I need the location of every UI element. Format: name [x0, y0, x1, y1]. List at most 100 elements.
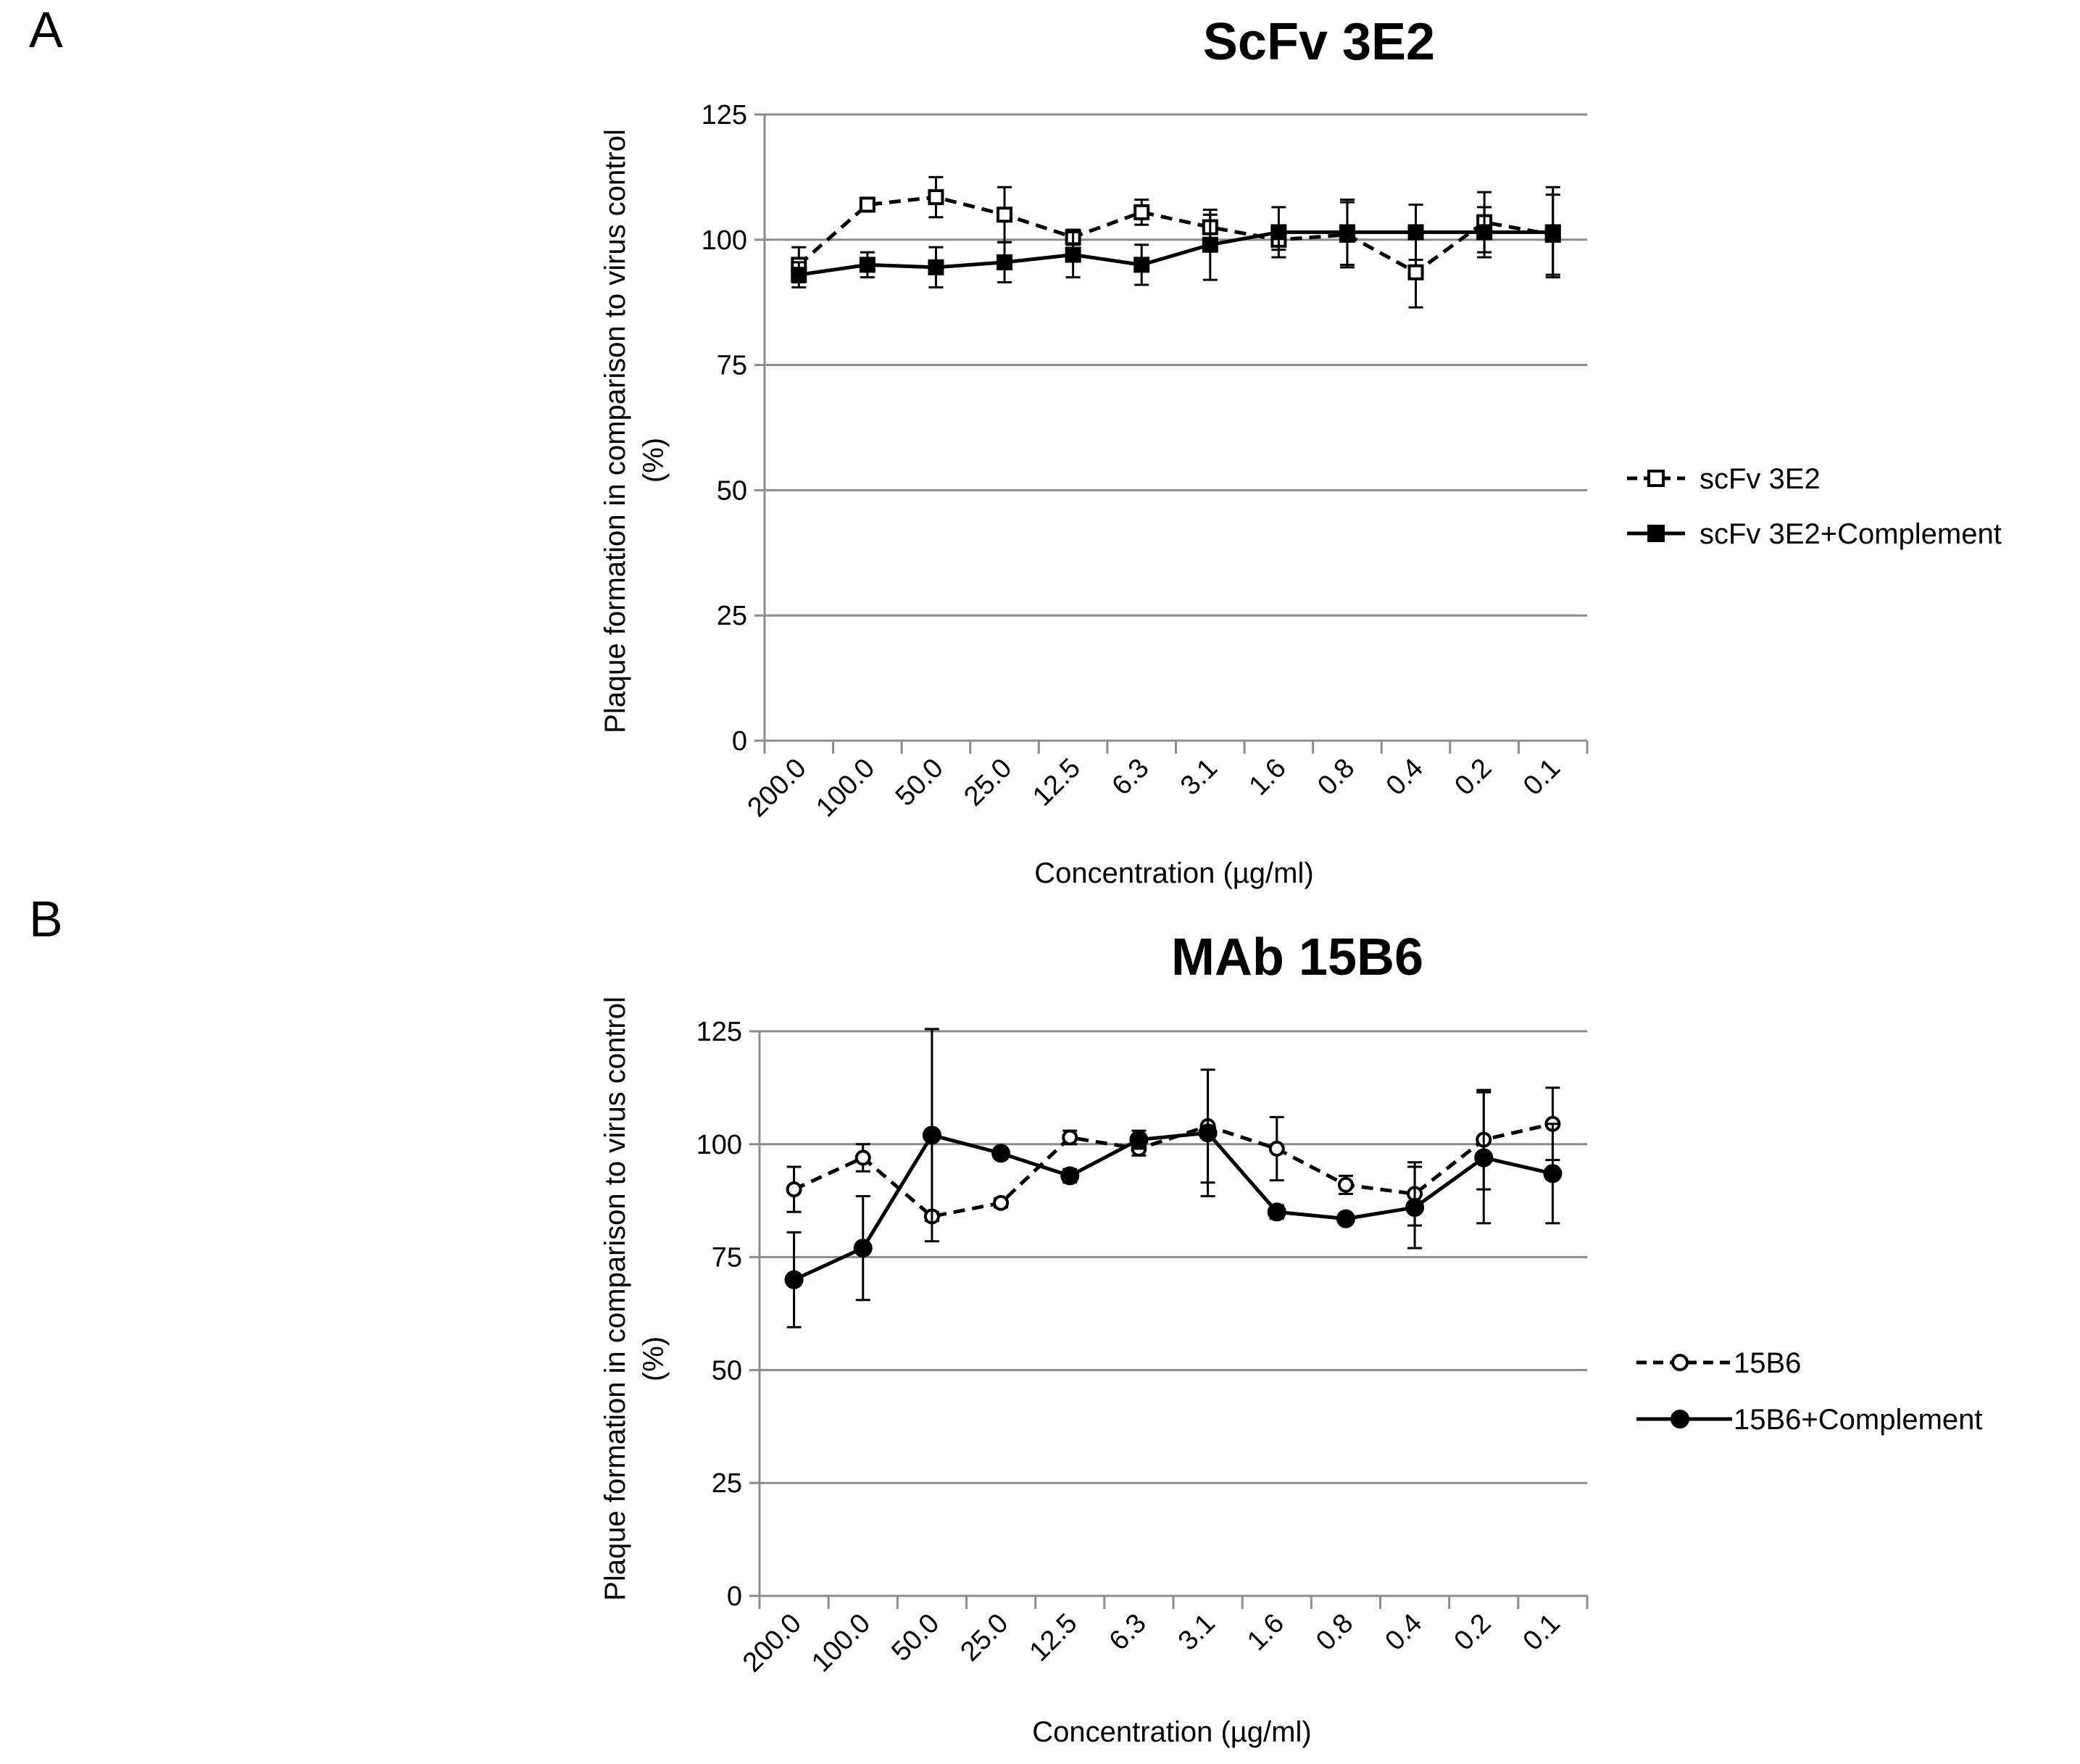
x-tick-label-b-3: 25.0: [954, 1608, 1014, 1668]
x-tick-label-a-0: 200.0: [742, 753, 812, 823]
data-point-a-0-1: [859, 196, 875, 213]
series-line-b-1: [793, 1131, 1553, 1282]
y-tick-label-a-75: 75: [717, 351, 747, 381]
data-point-b-1-2: [922, 1126, 941, 1145]
legend-marker-scfv-3e2: [1647, 470, 1665, 487]
x-tick-label-b-2: 50.0: [886, 1608, 945, 1668]
x-tick-label-b-8: 0.8: [1310, 1608, 1359, 1657]
data-point-b-1-3: [991, 1144, 1011, 1163]
x-tick-label-b-11: 0.1: [1518, 1608, 1566, 1657]
x-tick-label-b-10: 0.2: [1449, 1608, 1497, 1657]
x-tick-label-a-6: 3.1: [1175, 753, 1223, 802]
x-tick-label-a-3: 25.0: [958, 753, 1018, 812]
legend-label-15b6: 15B6: [1734, 1347, 1801, 1379]
legend-b: 15B6 15B6+Complement: [1636, 1347, 1983, 1436]
x-tick-label-a-5: 6.3: [1107, 753, 1155, 802]
x-tick-label-a-8: 0.8: [1312, 753, 1360, 802]
y-tick-label-b-0: 0: [727, 1581, 742, 1612]
x-tick-label-a-11: 0.1: [1518, 753, 1566, 802]
data-point-b-1-1: [853, 1239, 873, 1258]
x-tick-label-b-7: 1.6: [1241, 1608, 1290, 1657]
x-tick-label-a-10: 0.2: [1449, 753, 1497, 802]
legend-marker-15b6-complement: [1671, 1410, 1689, 1428]
legend-label-scfv-3e2: scFv 3E2: [1700, 463, 1821, 495]
x-tick-label-b-9: 0.4: [1379, 1608, 1428, 1657]
y-tick-label-a-100: 100: [702, 225, 747, 256]
chart-title-b: MAb 15B6: [1171, 928, 1423, 986]
data-point-a-0-5: [1133, 204, 1150, 220]
y-tick-label-a-25: 25: [717, 601, 747, 631]
data-point-b-1-0: [784, 1270, 804, 1289]
x-tick-label-b-4: 12.5: [1024, 1608, 1083, 1668]
y-tick-label-b-50: 50: [712, 1355, 742, 1386]
data-point-b-1-7: [1267, 1202, 1286, 1222]
legend-label-15b6-complement: 15B6+Complement: [1734, 1404, 1983, 1436]
y-tick-label-a-50: 50: [717, 475, 747, 506]
chart-title-a: ScFv 3E2: [1203, 13, 1435, 71]
data-point-b-1-5: [1129, 1130, 1149, 1149]
x-tick-label-a-1: 100.0: [810, 753, 881, 823]
data-point-b-0-3: [993, 1194, 1010, 1211]
y-tick-label-a-125: 125: [702, 100, 747, 130]
y-axis-title-b-line2: (%): [638, 1336, 670, 1381]
data-point-a-0-9: [1407, 264, 1424, 280]
data-point-b-1-8: [1336, 1209, 1355, 1228]
x-tick-label-b-5: 6.3: [1104, 1608, 1152, 1657]
series-a-1: [791, 186, 1561, 288]
series-a-0: [791, 175, 1561, 309]
data-point-a-1-6: [1202, 236, 1218, 253]
y-tick-label-b-125: 125: [696, 1017, 742, 1047]
y-tick-label-b-25: 25: [712, 1468, 742, 1499]
x-tick-label-b-1: 100.0: [806, 1608, 876, 1678]
x-axis-title-b: Concentration (µg/ml): [1032, 1716, 1311, 1748]
data-point-a-1-7: [1270, 224, 1287, 241]
data-point-b-1-4: [1060, 1166, 1080, 1186]
data-point-b-0-8: [1337, 1176, 1354, 1193]
data-point-b-1-11: [1543, 1164, 1563, 1183]
data-point-b-1-6: [1198, 1123, 1218, 1143]
panel-letter-b: B: [29, 891, 63, 947]
legend-a: scFv 3E2 scFv 3E2+Complement: [1627, 463, 2002, 550]
y-axis-title-b-line1: Plaque formation in comparison to virus …: [599, 997, 631, 1601]
data-point-a-1-3: [997, 254, 1013, 270]
legend-marker-scfv-3e2-complement: [1647, 525, 1665, 542]
x-tick-label-a-2: 50.0: [890, 753, 949, 812]
data-point-a-1-11: [1544, 224, 1561, 241]
legend-label-scfv-3e2-complement: scFv 3E2+Complement: [1700, 518, 2002, 550]
y-tick-label-b-75: 75: [712, 1243, 742, 1273]
data-point-a-1-8: [1339, 224, 1355, 241]
y-tick-label-a-0: 0: [732, 726, 747, 757]
data-point-a-1-4: [1065, 246, 1081, 263]
x-tick-label-b-6: 3.1: [1173, 1608, 1221, 1657]
x-tick-label-a-4: 12.5: [1027, 753, 1086, 812]
data-point-a-1-10: [1476, 224, 1493, 241]
data-point-b-1-10: [1474, 1148, 1494, 1168]
series-b-0: [786, 1068, 1561, 1227]
x-tick-label-a-9: 0.4: [1381, 753, 1429, 802]
legend-marker-15b6: [1671, 1354, 1689, 1371]
data-point-b-0-0: [786, 1181, 802, 1198]
data-point-a-1-2: [928, 259, 944, 275]
data-point-a-1-1: [859, 257, 875, 273]
data-point-b-0-7: [1268, 1141, 1285, 1157]
y-tick-label-b-100: 100: [696, 1130, 742, 1160]
data-point-a-1-5: [1133, 257, 1150, 273]
data-point-a-0-3: [997, 207, 1013, 223]
data-point-a-0-2: [928, 189, 944, 206]
x-tick-label-a-7: 1.6: [1244, 753, 1292, 802]
series-b-1: [784, 1028, 1563, 1328]
data-point-b-0-1: [854, 1149, 871, 1166]
data-point-b-0-4: [1062, 1129, 1078, 1146]
data-point-b-1-9: [1405, 1198, 1425, 1218]
series-line-a-0: [797, 195, 1554, 275]
y-axis-title-a-line2: (%): [638, 438, 670, 483]
y-axis-title-a-line1: Plaque formation in comparison to virus …: [599, 129, 631, 733]
data-point-a-1-0: [791, 267, 807, 283]
panel-letter-a: A: [29, 1, 63, 58]
series-line-a-1: [798, 230, 1553, 277]
